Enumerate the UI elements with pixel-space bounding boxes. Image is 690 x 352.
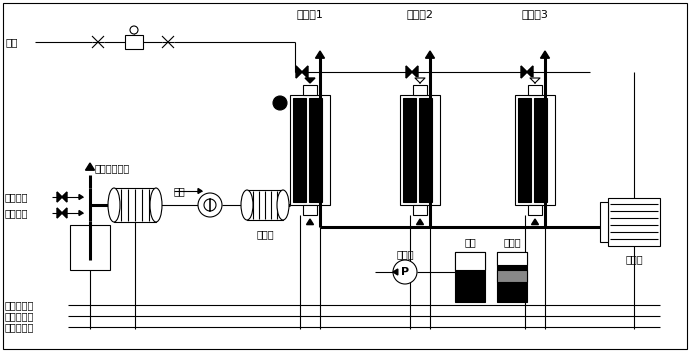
Polygon shape [86,163,95,170]
Bar [600,202,608,242]
Ellipse shape [150,188,162,222]
Polygon shape [305,78,315,83]
Bar [247,190,283,220]
Polygon shape [315,51,324,58]
Text: 吸附器3: 吸附器3 [522,9,549,19]
Polygon shape [198,189,202,194]
Polygon shape [426,51,435,58]
Text: 冷却器: 冷却器 [256,229,274,239]
Bar [608,198,660,246]
Text: 冷凝器: 冷凝器 [625,254,643,264]
Text: P: P [401,267,409,277]
Text: 储槽: 储槽 [464,237,476,247]
Ellipse shape [108,188,120,222]
Circle shape [198,193,222,217]
Polygon shape [302,66,308,78]
Bar [309,98,322,202]
Text: 冷却水回水: 冷却水回水 [5,322,34,332]
Bar [534,98,547,202]
Ellipse shape [241,190,253,220]
Polygon shape [296,66,302,78]
Polygon shape [57,192,62,202]
Text: 溶剂回收液: 溶剂回收液 [5,300,34,310]
Polygon shape [412,66,418,78]
Bar [125,35,143,49]
Bar [70,225,110,270]
Circle shape [130,26,138,34]
Polygon shape [57,208,62,218]
Polygon shape [527,66,533,78]
Polygon shape [406,66,412,78]
Polygon shape [62,208,67,218]
Bar [497,270,527,282]
Bar [455,252,485,302]
Bar [303,85,317,95]
Bar [413,205,427,215]
Text: 吸附器1: 吸附器1 [297,9,324,19]
Circle shape [393,260,417,284]
Bar [114,188,156,222]
Polygon shape [531,219,538,225]
Bar [455,252,485,270]
Bar [528,85,542,95]
Polygon shape [415,78,425,83]
Bar [400,95,440,205]
Polygon shape [79,210,83,215]
Ellipse shape [277,190,289,220]
Polygon shape [417,219,424,225]
Bar [413,85,427,95]
Bar [515,95,555,205]
Text: 空气: 空气 [174,186,186,196]
Bar [303,205,317,215]
Polygon shape [521,66,527,78]
Bar [403,98,416,202]
Bar [290,95,330,205]
Bar [497,252,527,265]
Bar [528,205,542,215]
Polygon shape [79,195,83,200]
Text: 事故尾气排放: 事故尾气排放 [95,163,130,173]
Circle shape [273,96,287,110]
Polygon shape [62,192,67,202]
Bar [419,98,432,202]
Polygon shape [530,78,540,83]
Text: 低温尾气: 低温尾气 [5,208,28,218]
Text: 吸附器2: 吸附器2 [406,9,433,19]
Text: 排液泵: 排液泵 [396,249,414,259]
Polygon shape [540,51,549,58]
Bar [497,252,527,302]
Polygon shape [393,269,398,275]
Text: 蒸汽: 蒸汽 [5,37,17,47]
Text: 分层槽: 分层槽 [503,237,521,247]
Bar [518,98,531,202]
Bar [293,98,306,202]
Polygon shape [306,219,313,225]
Text: 冷却水上水: 冷却水上水 [5,311,34,321]
Text: 高温尾气: 高温尾气 [5,192,28,202]
